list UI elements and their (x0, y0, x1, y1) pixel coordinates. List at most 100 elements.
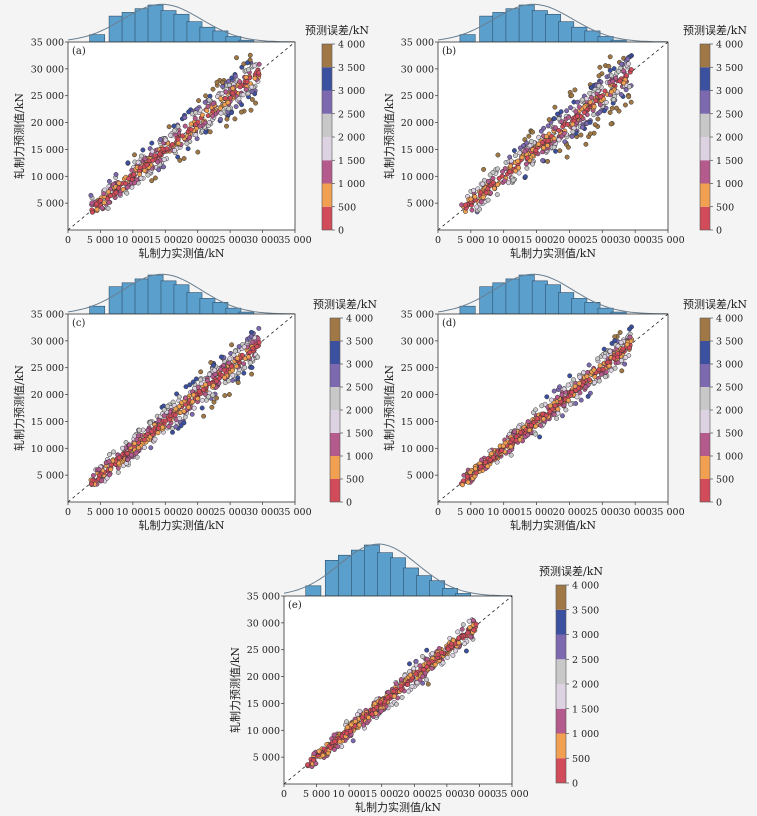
y-tick-label: 15 000 (247, 699, 280, 710)
x-tick-label: 35 000 (651, 507, 684, 518)
data-point (356, 722, 362, 728)
data-point (618, 358, 624, 364)
data-point (203, 129, 209, 135)
x-tick-label: 10 000 (116, 235, 149, 246)
data-point (462, 641, 468, 647)
data-point (211, 399, 217, 405)
colorbar-tick-label: 3 500 (338, 63, 365, 74)
data-point (101, 191, 107, 197)
colorbar-segment (700, 90, 710, 114)
data-point (136, 427, 142, 433)
data-point (145, 172, 151, 178)
data-point (569, 134, 575, 139)
y-tick-label: 5 000 (37, 471, 64, 482)
data-point (506, 180, 511, 186)
data-point (156, 418, 162, 424)
y-tick-label: 20 000 (31, 390, 64, 401)
data-point (516, 424, 522, 430)
y-tick-label: 10 000 (247, 726, 280, 737)
y-axis-title: 轧制力预测值/kN (12, 365, 26, 451)
data-point (546, 117, 552, 123)
colorbar: 0 500 1 000 1 500 2 000 2 500 3 000 3 500 4 000 预… (683, 23, 747, 237)
data-point (596, 73, 602, 79)
data-point (581, 110, 587, 115)
x-tick-label: 0 (65, 235, 71, 246)
data-point (107, 193, 113, 199)
colorbar-segment (330, 456, 340, 479)
data-point (245, 67, 251, 73)
data-point (256, 61, 262, 67)
data-point (248, 333, 254, 339)
colorbar-tick-label: 3 500 (716, 63, 743, 74)
colorbar-tick-label: 3 000 (716, 86, 743, 97)
data-point (555, 111, 560, 117)
data-point (491, 185, 497, 191)
data-point (516, 165, 522, 171)
panel-label: (d) (442, 318, 456, 329)
colorbar-segment (700, 160, 710, 184)
x-tick-label: 20 000 (181, 507, 214, 518)
data-point (536, 141, 542, 147)
data-point (581, 370, 586, 376)
y-tick-label: 25 000 (31, 363, 64, 374)
data-point (232, 116, 238, 122)
data-point (182, 395, 188, 401)
data-point (618, 61, 624, 67)
x-tick-label: 30 000 (463, 789, 496, 800)
data-point (186, 109, 192, 115)
colorbar-segment (700, 364, 710, 387)
data-point (485, 178, 491, 184)
x-tick-label: 25 000 (586, 235, 619, 246)
data-point (432, 662, 438, 668)
data-point (406, 688, 411, 694)
data-point (603, 99, 609, 105)
data-point (175, 124, 181, 129)
colorbar-tick-label: 2 000 (346, 406, 373, 417)
data-point (238, 109, 244, 115)
data-point (622, 102, 628, 108)
y-axis-title: 轧制力预测值/kN (12, 93, 26, 179)
y-tick-label: 10 000 (31, 172, 64, 183)
data-point (440, 660, 446, 666)
data-point (236, 344, 242, 350)
x-tick-label: 0 (435, 235, 441, 246)
data-point (470, 617, 476, 623)
data-point (537, 434, 543, 440)
data-point (214, 378, 220, 384)
data-point (181, 408, 187, 414)
colorbar-segment (322, 183, 332, 207)
data-point (595, 116, 601, 122)
colorbar-tick-label: 4 000 (572, 581, 599, 592)
data-point (230, 85, 236, 91)
data-point (224, 116, 230, 122)
data-point (459, 626, 465, 632)
data-point (136, 445, 141, 451)
data-point (573, 401, 579, 406)
data-point (524, 155, 530, 161)
data-point (467, 625, 473, 630)
data-point (166, 124, 172, 130)
data-point (439, 650, 445, 656)
x-tick-label: 15 000 (149, 235, 182, 246)
data-point (161, 407, 167, 413)
colorbar-tick-label: 2 500 (338, 109, 365, 120)
data-point (350, 738, 356, 744)
y-tick-label: 20 000 (31, 118, 64, 129)
data-point (210, 383, 216, 388)
colorbar-segment (700, 137, 710, 161)
data-point (500, 169, 505, 175)
data-point (249, 84, 255, 90)
x-tick-label: 15 000 (149, 507, 182, 518)
data-point (177, 157, 183, 163)
data-point (413, 671, 419, 677)
data-point (206, 120, 212, 125)
data-point (490, 169, 496, 175)
data-point (226, 78, 232, 84)
x-tick-label: 0 (65, 507, 71, 518)
x-axis-title: 轧制力实测值/kN (139, 246, 225, 260)
data-point (508, 444, 514, 450)
data-point (189, 411, 195, 417)
data-point (105, 196, 110, 202)
